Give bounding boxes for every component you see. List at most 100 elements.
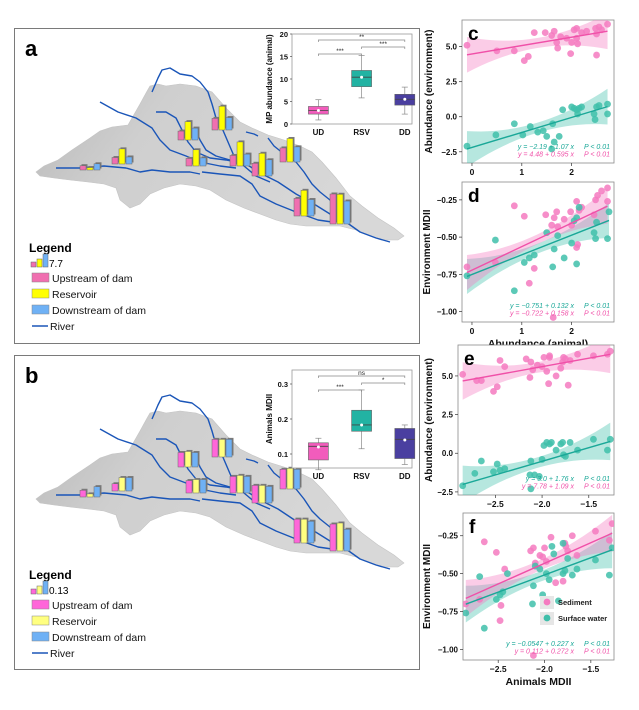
river-line (201, 171, 333, 223)
series-sediment (463, 520, 614, 659)
data-point (548, 145, 556, 153)
data-point (534, 128, 542, 136)
data-point (541, 29, 549, 37)
data-point (583, 27, 590, 35)
data-point (567, 208, 575, 216)
bar-rsv (192, 479, 200, 494)
bar-dd (243, 153, 251, 167)
data-point (477, 457, 485, 465)
inset-ylabel: MP abundance (animal) (265, 34, 274, 124)
legend-item-label: Reservoir (52, 616, 97, 628)
data-point (564, 555, 572, 562)
ytick-label: −0.25 (437, 196, 458, 205)
significance-bracket: *** (318, 48, 362, 56)
inset-xtick-label: DD (399, 128, 411, 137)
bar-ud (293, 198, 301, 217)
data-point (493, 460, 501, 468)
significance-label: * (382, 377, 385, 384)
data-point (476, 573, 484, 581)
legend-title: Legend (29, 241, 72, 255)
bar-dd (307, 520, 315, 544)
scatter-panel-e: −2.5 −2.0 −1.5 −2.5 0.0 2.5 5.0 Abundance (envi… (424, 344, 615, 509)
bar-dd (191, 452, 199, 468)
plot-area (462, 512, 615, 661)
inset-ylabel: Animals MDII (265, 394, 274, 444)
data-point (559, 539, 567, 547)
bar-ud (177, 452, 185, 468)
regression-equation: y = 7.78 + 1.09 x (521, 484, 575, 491)
scatter-legend: Sediment Surface water (540, 596, 607, 625)
bar-dd (199, 479, 207, 494)
legend-label: Sediment (558, 598, 592, 607)
box-rsv (351, 389, 372, 450)
ylabel: Abundance (environment) (424, 358, 435, 482)
bar-dd (293, 469, 301, 490)
box-iqr (308, 442, 329, 461)
bar-rsv (258, 153, 266, 177)
box-mean-point (316, 445, 320, 449)
legend-item-label: River (50, 648, 75, 660)
ytick-label: −0.25 (438, 532, 459, 541)
legend-a: Legend 7.7 Upstream of dam Reservoir Downstr… (29, 241, 146, 333)
bar-ud (329, 193, 337, 225)
data-point (550, 27, 558, 35)
box-dd (394, 86, 416, 115)
data-point (530, 652, 537, 659)
data-point (554, 232, 562, 240)
regression-equation: y = 4.48 + 0.595 x (517, 152, 575, 159)
legend-key-point (543, 614, 551, 622)
bar-ud (111, 483, 119, 492)
bar-rsv (218, 439, 226, 458)
box-mean-point (403, 438, 407, 442)
regression-line (466, 30, 608, 56)
data-point (550, 245, 558, 253)
regression-equation: y = −0.722 + 0.158 x (509, 311, 575, 318)
regression-equation: y = 0.112 + 0.272 x (514, 649, 575, 656)
bar-ud (229, 476, 237, 494)
bar-ud (211, 439, 219, 458)
data-point (471, 469, 479, 477)
ytick-label: 2.5 (442, 411, 454, 420)
ytick-label: −0.50 (437, 233, 458, 242)
data-point (568, 39, 576, 46)
inset-ytick-label: 20 (280, 30, 288, 39)
data-point (530, 251, 538, 259)
significance-bracket: *** (361, 41, 406, 49)
data-point (526, 123, 534, 130)
bar-rsv (286, 468, 294, 490)
data-point (578, 103, 586, 111)
bar-dd (265, 486, 273, 504)
data-point (568, 571, 576, 579)
river-line (99, 428, 237, 496)
data-point (554, 44, 562, 52)
ytick-label: −1.00 (438, 645, 459, 654)
bar-rsv (286, 138, 294, 163)
ytick-label: −0.75 (437, 270, 458, 279)
inset-ytick-label: 0 (284, 120, 288, 129)
site-bar-group (111, 147, 134, 165)
bracket-line (361, 46, 406, 49)
data-point (568, 532, 576, 540)
box-rsv (351, 55, 372, 99)
scatter-panel-c: 0 1 2 −2.5 0.0 2.5 5.0 Abundance (environment) c… (424, 19, 615, 177)
data-point (573, 260, 581, 268)
data-point (510, 287, 518, 295)
data-point (604, 197, 611, 205)
bar-rsv (218, 105, 226, 131)
data-point (592, 527, 599, 535)
legend-label: Surface water (558, 614, 607, 623)
inset-xtick-label: UD (313, 472, 325, 481)
series-surface-water (459, 435, 614, 493)
bar-rsv (336, 194, 344, 225)
site-bar-group (111, 476, 134, 492)
data-point (543, 367, 551, 375)
ytick-label: −2.5 (441, 148, 457, 157)
confidence-band-surface-water (462, 422, 611, 495)
box-iqr (351, 409, 372, 432)
data-point (525, 279, 533, 287)
p-value: P < 0.01 (584, 484, 610, 491)
bar-rsv (300, 190, 308, 217)
